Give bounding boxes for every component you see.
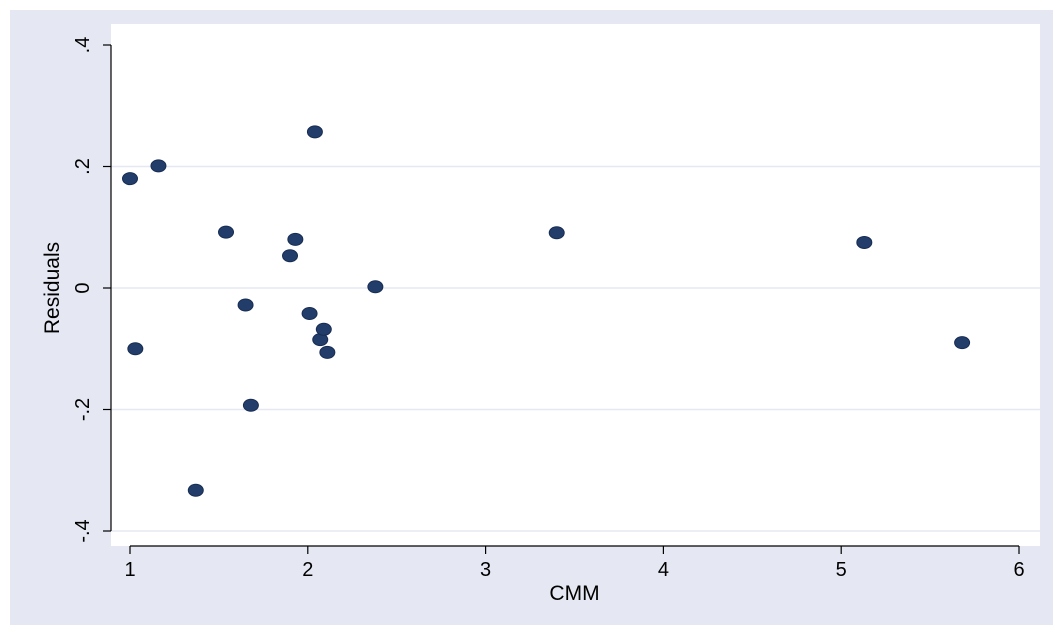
y-tick-label: 0 [72,282,94,293]
data-point [856,235,873,249]
data-point [315,322,332,336]
gridlines [111,165,1040,532]
x-tick-label: 4 [658,559,669,581]
y-tick-label: -.4 [72,519,94,542]
x-tick-label: 5 [836,559,847,581]
data-point [319,345,336,359]
data-point [301,307,318,321]
data-point [367,280,384,294]
x-axis-ticks: 1 2 3 4 5 6 [124,546,1025,581]
plot-region [111,24,1040,546]
data-point [218,225,235,239]
data-point [287,232,304,246]
data-point [282,249,299,263]
data-points [122,125,971,497]
y-axis-ticks: -.4 -.2 0 .2 .4 [72,37,111,543]
data-point [237,298,254,312]
y-tick-label: .4 [72,37,94,54]
data-point [127,342,144,356]
data-point [122,172,138,186]
y-axis-label: Residuals [41,242,64,334]
y-tick-label: .2 [72,158,94,175]
data-point [242,398,259,412]
data-point [150,159,167,173]
x-tick-label: 3 [480,559,491,581]
x-tick-label: 6 [1013,559,1024,581]
x-tick-label: 1 [124,559,135,581]
x-tick-label: 2 [302,559,313,581]
y-tick-label: -.2 [72,398,94,421]
data-point [954,336,971,350]
data-point [548,226,565,240]
data-point [306,125,323,139]
x-axis-label: CMM [549,582,599,605]
data-point [187,483,204,497]
